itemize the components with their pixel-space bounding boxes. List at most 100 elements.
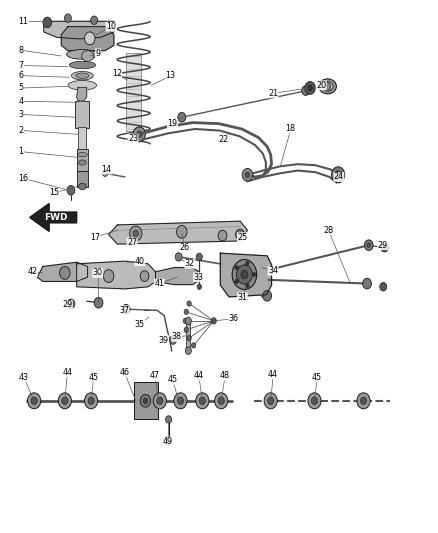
Ellipse shape xyxy=(78,152,87,157)
Ellipse shape xyxy=(319,79,336,94)
Text: 28: 28 xyxy=(323,226,333,235)
Circle shape xyxy=(246,284,249,288)
Text: 44: 44 xyxy=(62,368,72,376)
Text: 44: 44 xyxy=(194,372,204,380)
Circle shape xyxy=(62,397,68,405)
Text: 49: 49 xyxy=(163,437,173,446)
Circle shape xyxy=(264,393,277,409)
Bar xyxy=(126,53,141,131)
Text: FWD: FWD xyxy=(44,213,68,222)
Circle shape xyxy=(187,301,191,306)
Ellipse shape xyxy=(67,50,98,59)
Circle shape xyxy=(175,253,182,261)
Circle shape xyxy=(183,318,187,324)
Circle shape xyxy=(157,397,163,405)
Text: 25: 25 xyxy=(237,233,247,241)
Text: 44: 44 xyxy=(268,370,278,378)
Ellipse shape xyxy=(71,71,93,80)
Circle shape xyxy=(170,336,177,344)
Circle shape xyxy=(91,16,98,25)
Text: 45: 45 xyxy=(167,375,177,384)
Text: 11: 11 xyxy=(18,17,28,26)
Text: 35: 35 xyxy=(135,320,145,328)
Polygon shape xyxy=(77,87,87,101)
Circle shape xyxy=(140,271,149,281)
Text: 22: 22 xyxy=(218,135,228,144)
Circle shape xyxy=(196,393,209,409)
Polygon shape xyxy=(109,221,247,244)
Text: 29: 29 xyxy=(378,241,388,249)
Text: 8: 8 xyxy=(18,46,23,55)
Polygon shape xyxy=(37,262,88,281)
Circle shape xyxy=(88,397,94,405)
Ellipse shape xyxy=(81,51,94,61)
Circle shape xyxy=(184,327,188,333)
Bar xyxy=(186,321,190,351)
Circle shape xyxy=(242,168,253,181)
Polygon shape xyxy=(30,204,77,231)
Circle shape xyxy=(305,82,315,94)
Circle shape xyxy=(67,299,75,309)
Circle shape xyxy=(178,112,186,122)
Circle shape xyxy=(31,397,37,405)
Text: 17: 17 xyxy=(90,233,100,241)
Text: 1: 1 xyxy=(18,148,23,156)
Text: 19: 19 xyxy=(167,119,177,128)
Circle shape xyxy=(153,393,166,409)
Circle shape xyxy=(211,318,216,324)
Circle shape xyxy=(140,394,151,407)
Circle shape xyxy=(165,437,172,445)
Text: 27: 27 xyxy=(127,238,137,247)
Circle shape xyxy=(94,297,103,308)
Text: 45: 45 xyxy=(88,373,99,382)
Text: 46: 46 xyxy=(119,368,129,376)
Text: 23: 23 xyxy=(128,134,138,143)
Circle shape xyxy=(237,265,252,284)
Text: 29: 29 xyxy=(62,301,72,309)
Circle shape xyxy=(64,14,71,22)
Circle shape xyxy=(218,397,224,405)
Text: 9: 9 xyxy=(95,49,101,58)
Ellipse shape xyxy=(322,82,333,91)
Circle shape xyxy=(199,397,205,405)
Circle shape xyxy=(215,393,228,409)
Text: 18: 18 xyxy=(286,125,296,133)
Circle shape xyxy=(85,32,95,45)
Text: 43: 43 xyxy=(18,373,28,382)
Text: 42: 42 xyxy=(27,268,37,276)
Text: 7: 7 xyxy=(18,61,24,70)
Text: 6: 6 xyxy=(18,71,23,80)
Circle shape xyxy=(85,393,98,409)
Circle shape xyxy=(218,230,227,241)
Text: 20: 20 xyxy=(316,81,326,90)
Polygon shape xyxy=(77,261,155,289)
Circle shape xyxy=(196,253,202,261)
Circle shape xyxy=(133,127,145,142)
Text: 30: 30 xyxy=(93,269,103,277)
Circle shape xyxy=(308,85,312,91)
Bar xyxy=(134,382,158,419)
Circle shape xyxy=(236,229,244,240)
Text: 5: 5 xyxy=(18,84,24,92)
Text: 16: 16 xyxy=(18,174,28,183)
Bar xyxy=(78,127,86,149)
Circle shape xyxy=(137,131,142,138)
Circle shape xyxy=(308,393,321,409)
Circle shape xyxy=(263,290,272,301)
Text: 48: 48 xyxy=(220,372,230,380)
Bar xyxy=(77,171,88,187)
Text: 32: 32 xyxy=(185,260,195,268)
Ellipse shape xyxy=(69,61,95,69)
Circle shape xyxy=(60,266,70,279)
Text: 13: 13 xyxy=(166,71,176,80)
Circle shape xyxy=(143,398,148,403)
Text: 24: 24 xyxy=(334,173,344,181)
Circle shape xyxy=(177,225,187,238)
Circle shape xyxy=(241,270,248,279)
Polygon shape xyxy=(220,253,272,297)
Circle shape xyxy=(268,397,274,405)
Circle shape xyxy=(102,170,108,176)
Circle shape xyxy=(177,397,184,405)
Bar xyxy=(77,149,88,171)
Circle shape xyxy=(357,393,370,409)
